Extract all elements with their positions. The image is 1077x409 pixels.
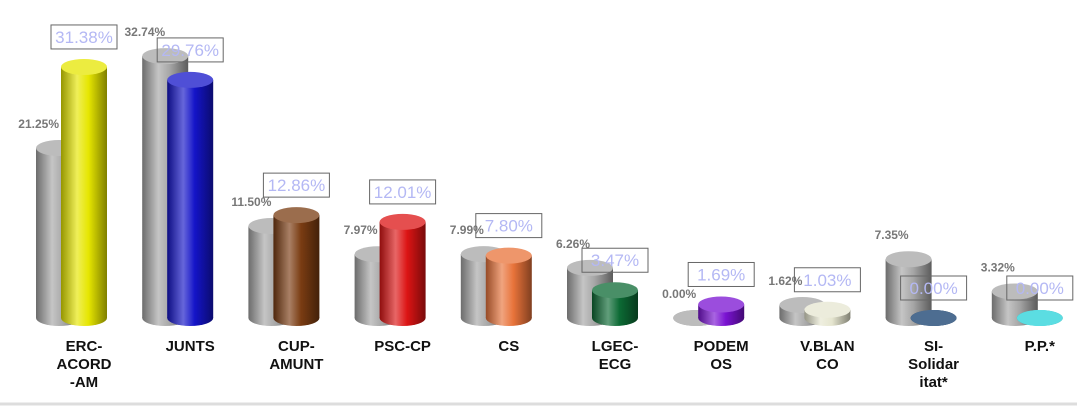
cylinder-top	[804, 302, 850, 318]
category-label: SI- Solidar itat*	[886, 338, 982, 392]
category-label: JUNTS	[142, 338, 238, 356]
cylinder	[61, 59, 107, 326]
cylinder	[167, 72, 213, 326]
cylinder-top	[698, 296, 744, 312]
cylinder-top	[167, 72, 213, 88]
cylinder	[273, 207, 319, 326]
cylinder-body	[486, 256, 532, 318]
cylinder	[911, 310, 957, 326]
value-label: 1.62%	[768, 274, 802, 288]
cylinder-top	[61, 59, 107, 75]
category-label: ERC- ACORD -AM	[36, 338, 132, 392]
value-label: 32.74%	[124, 25, 165, 39]
value-label: 1.03%	[803, 271, 851, 290]
value-label: 7.97%	[344, 223, 378, 237]
cylinder-top	[486, 248, 532, 264]
chart: 21.25%31.38%32.74%29.76%11.50%12.86%7.97…	[0, 0, 1077, 409]
cylinder-body	[61, 67, 107, 318]
value-label: 31.38%	[55, 28, 113, 47]
category-label: P.P.*	[992, 338, 1077, 356]
cylinder	[1017, 310, 1063, 326]
cylinder	[698, 296, 744, 326]
value-label: 6.26%	[556, 237, 590, 251]
value-label: 0.00%	[909, 279, 957, 298]
value-label: 21.25%	[18, 117, 59, 131]
cylinder	[804, 302, 850, 326]
cylinder-top	[380, 214, 426, 230]
cylinder-body	[273, 215, 319, 318]
value-label: 7.35%	[875, 228, 909, 242]
category-label: CS	[461, 338, 557, 356]
value-label: 12.01%	[374, 183, 432, 202]
cylinder-body	[167, 80, 213, 318]
cylinder	[592, 282, 638, 326]
category-label: PSC-CP	[355, 338, 451, 356]
category-label: V.BLAN CO	[779, 338, 875, 374]
value-label: 0.00%	[1016, 279, 1064, 298]
value-label: 1.69%	[697, 265, 745, 284]
cylinder-top	[592, 282, 638, 298]
category-label: LGEC- ECG	[567, 338, 663, 374]
category-label: PODEM OS	[673, 338, 769, 374]
cylinder-top	[911, 310, 957, 326]
value-label: 0.00%	[662, 287, 696, 301]
cylinder	[486, 248, 532, 326]
cylinder-top	[273, 207, 319, 223]
cylinder	[380, 214, 426, 326]
value-label: 7.80%	[485, 217, 533, 236]
value-label: 3.47%	[591, 251, 639, 270]
value-label: 3.32%	[981, 260, 1015, 274]
cylinder-top	[886, 251, 932, 267]
value-label: 7.99%	[450, 223, 484, 237]
cylinder-body	[380, 222, 426, 318]
cylinder-top	[1017, 310, 1063, 326]
value-label: 12.86%	[268, 176, 326, 195]
category-label: CUP- AMUNT	[248, 338, 344, 374]
value-label: 29.76%	[161, 41, 219, 60]
